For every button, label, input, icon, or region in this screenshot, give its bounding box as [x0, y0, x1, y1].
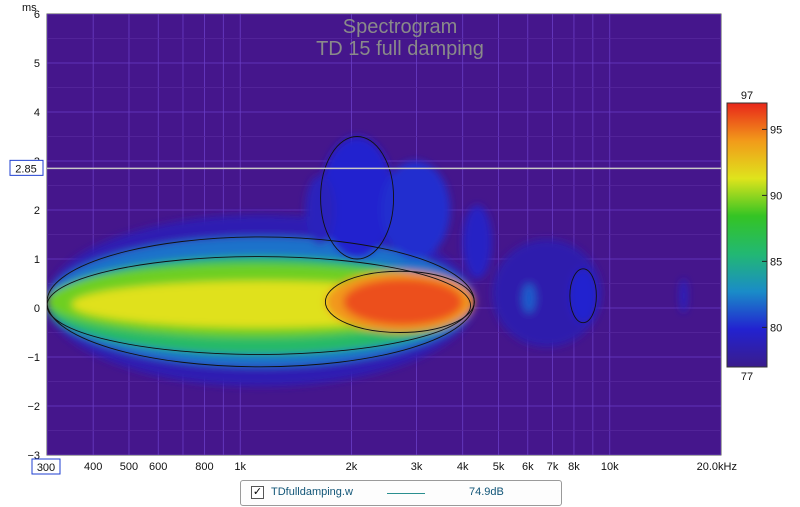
- x-tick-label: 600: [149, 461, 167, 473]
- x-tick-label: 10k: [601, 461, 619, 473]
- x-tick-label: 7k: [547, 461, 559, 473]
- legend: ✓ TDfulldamping.w 74.9dB: [240, 480, 562, 506]
- legend-series-name: TDfulldamping.w: [271, 486, 353, 498]
- colorbar-max-label: 97: [741, 90, 753, 102]
- heat-region: [491, 239, 602, 348]
- heat-region: [522, 283, 536, 313]
- heat-region: [569, 268, 597, 323]
- y-tick-label: −1: [27, 352, 40, 364]
- colorbar-tick-label: 90: [770, 190, 782, 202]
- contour-line: [569, 268, 597, 324]
- x-tick-label: 8k: [568, 461, 580, 473]
- x-max-label: 20.0kHz: [697, 461, 737, 473]
- x-min-box: [31, 458, 61, 475]
- y-tick-label: −2: [27, 401, 40, 413]
- colorbar-gradient: [726, 102, 768, 368]
- x-tick-label: 4k: [457, 461, 469, 473]
- heat-region: [343, 278, 463, 326]
- heat-region: [680, 278, 688, 313]
- legend-value: 74.9dB: [469, 486, 504, 498]
- x-tick-label: 5k: [493, 461, 505, 473]
- x-tick-label: 3k: [411, 461, 423, 473]
- y-axis-unit: ms: [22, 2, 37, 14]
- contour-line: [320, 136, 395, 260]
- x-tick-label: 500: [120, 461, 138, 473]
- colorbar-tick-label: 95: [770, 124, 782, 136]
- heat-region: [462, 205, 492, 279]
- x-tick-label: 2k: [346, 461, 358, 473]
- y-tick-label: 0: [34, 303, 40, 315]
- y-tick-label: 4: [34, 107, 40, 119]
- x-min-label: 300: [37, 462, 55, 474]
- x-tick-label: 400: [84, 461, 102, 473]
- x-axis-ticks: 400 500 600 800 1k 2k 3k 4k 5k 6k 7k 8k 10k 300 20.0kH…: [31, 458, 737, 475]
- contour-line: [324, 270, 475, 333]
- legend-checkbox[interactable]: ✓: [251, 486, 264, 499]
- chart-title: Spectrogram: [343, 16, 458, 38]
- heat-region: [320, 136, 394, 259]
- colorbar-min-label: 77: [741, 371, 753, 383]
- x-tick-label: 6k: [522, 461, 534, 473]
- y-tick-label-max: 6: [34, 9, 40, 21]
- y-tick-label: 5: [34, 58, 40, 70]
- heat-region: [305, 175, 335, 245]
- contour-lines: [47, 136, 597, 368]
- cursor-value-box: [9, 159, 44, 176]
- colorbar-tick-label: 85: [770, 256, 782, 268]
- legend-series-line: [387, 493, 425, 494]
- y-tick-label: 1: [34, 254, 40, 266]
- contour-line: [47, 256, 471, 355]
- heat-region: [380, 161, 451, 259]
- x-tick-label: 800: [195, 461, 213, 473]
- colorbar: 95 90 85 80 97 77: [726, 90, 782, 383]
- spectrogram-surface: [47, 136, 688, 387]
- y-axis-ticks: −2−10123456−32.85: [9, 9, 44, 462]
- x-tick-label: 1k: [234, 461, 246, 473]
- cursor-value-label: 2.85: [15, 163, 36, 175]
- colorbar-tick-label: 80: [770, 322, 782, 334]
- y-tick-label: 2: [34, 205, 40, 217]
- chart-subtitle: TD 15 full damping: [316, 38, 484, 60]
